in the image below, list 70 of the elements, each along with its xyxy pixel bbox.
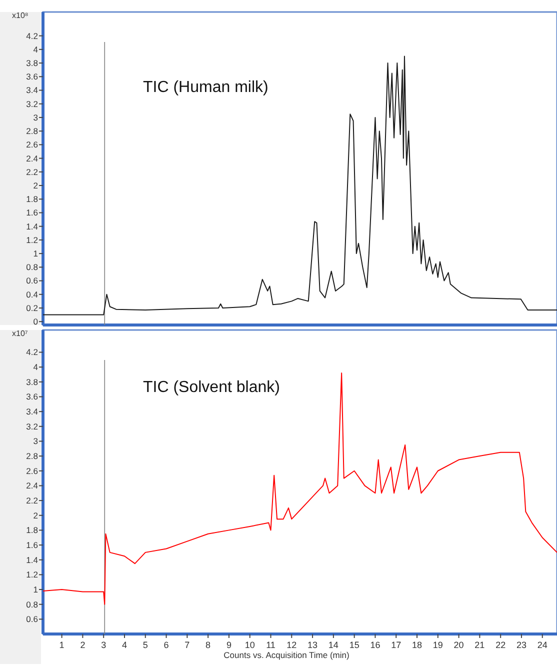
y-tick-label: 3.2 — [26, 98, 38, 109]
x-tick-label: 5 — [142, 640, 148, 650]
x-tick-label: 21 — [474, 640, 485, 650]
y-tick-label: 3.8 — [26, 58, 38, 68]
x-tick-label: 12 — [286, 640, 297, 650]
y-tick-label: 3.6 — [26, 72, 38, 82]
y-tick-label: 1 — [33, 248, 38, 259]
y-tick-label: 4 — [33, 44, 38, 54]
y-tick-label: 1.8 — [26, 194, 38, 204]
x-tick-label: 22 — [496, 640, 506, 650]
x-tick-label: 17 — [391, 640, 402, 650]
y-tick-label: 1.6 — [26, 208, 38, 218]
y-tick-label: 0.8 — [26, 599, 38, 610]
x-tick-label: 18 — [412, 640, 422, 650]
x-tick-label: 8 — [206, 640, 211, 650]
x-tick-label: 2 — [80, 640, 86, 650]
y-tick-label: 1.6 — [26, 540, 38, 550]
y-tick-label: 1 — [33, 584, 38, 594]
y-tick-label: 2 — [33, 180, 38, 190]
y-tick-label: 1.2 — [26, 234, 38, 245]
y-tick-label: 2.8 — [26, 126, 38, 136]
text: TIC (Human milk) — [143, 79, 268, 96]
y-tick-label: 2.4 — [26, 153, 38, 164]
y-tick-label: 1.2 — [26, 570, 38, 580]
x-tick-label: 20 — [454, 640, 464, 650]
y-tick-label: 0.4 — [26, 289, 38, 300]
x-tick-label: 16 — [370, 640, 380, 650]
x-tick-label: 10 — [244, 640, 255, 650]
y-tick-label: 4.2 — [26, 30, 38, 41]
y-tick-label: 2 — [33, 510, 38, 520]
y-tick-label: 4 — [33, 362, 38, 372]
y-tick-label: 3.4 — [26, 85, 38, 96]
x-tick-label: 15 — [349, 640, 360, 650]
x-tick-label: 11 — [266, 640, 276, 650]
y-axis-title: x10⁷ — [12, 329, 28, 338]
x-tick-label: 3 — [101, 640, 106, 650]
y-tick-label: 0.6 — [26, 614, 38, 624]
y-tick-label: 2.2 — [26, 496, 38, 506]
x-tick-label: 6 — [164, 640, 169, 650]
y-tick-label: 1.8 — [26, 525, 38, 536]
y-tick-label: 0.8 — [26, 262, 38, 272]
y-tick-label: 2.4 — [26, 480, 38, 491]
x-tick-label: 9 — [226, 640, 232, 650]
y-tick-label: 2.6 — [26, 140, 38, 150]
x-tick-label: 19 — [432, 640, 443, 650]
y-tick-label: 3.2 — [26, 421, 38, 432]
y-tick-label: 2.6 — [26, 466, 38, 476]
y-tick-label: 3 — [33, 436, 38, 446]
y-tick-label: 3.8 — [26, 376, 38, 387]
y-tick-label: 0 — [33, 316, 38, 327]
x-tick-label: 23 — [516, 640, 526, 650]
y-tick-label: 1.4 — [26, 221, 38, 232]
y-axis-title: x10⁸ — [12, 11, 28, 20]
y-tick-label: 3.6 — [26, 392, 38, 402]
y-tick-label: 3.4 — [26, 406, 38, 417]
y-tick-label: 0.6 — [26, 276, 38, 286]
x-axis-title: Counts vs. Acquisition Time (min) — [224, 650, 350, 660]
y-tick-label: 0.2 — [26, 302, 38, 313]
x-tick-label: 24 — [537, 640, 548, 650]
y-tick-label: 4.2 — [26, 347, 38, 358]
y-tick-label: 3 — [33, 112, 38, 122]
x-tick-label: 1 — [59, 640, 64, 650]
x-tick-label: 13 — [308, 640, 318, 650]
x-tick-label: 7 — [184, 640, 190, 650]
y-tick-label: 1.4 — [26, 554, 38, 565]
x-tick-label: 14 — [328, 640, 338, 650]
text: TIC (Solvent blank) — [143, 379, 280, 396]
y-tick-label: 2.8 — [26, 451, 38, 462]
y-tick-label: 2.2 — [26, 166, 38, 177]
x-tick-label: 4 — [122, 640, 127, 650]
